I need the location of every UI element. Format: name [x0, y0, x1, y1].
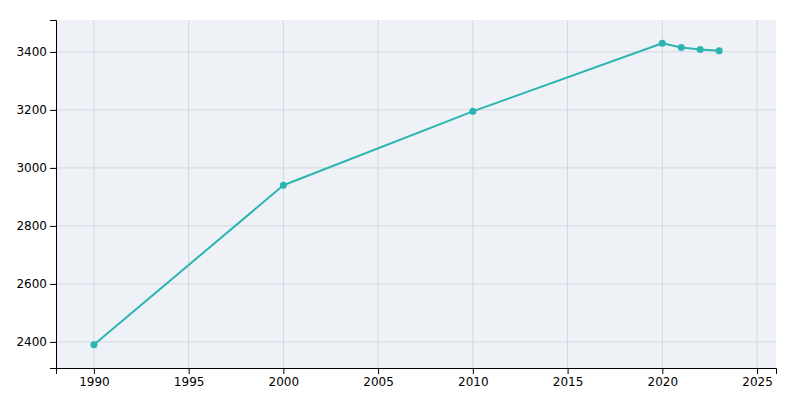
- point: [280, 182, 287, 189]
- x-tick: 2015: [553, 368, 584, 389]
- x-tick-label: 2005: [363, 375, 394, 389]
- point: [659, 40, 666, 47]
- x-tick: 2025: [742, 368, 773, 389]
- y-axis-line: [50, 21, 57, 369]
- y-tick-mark: [50, 284, 56, 285]
- x-tick-mark: [662, 368, 663, 374]
- x-tick: 2000: [269, 368, 300, 389]
- x-tick-mark: [757, 368, 758, 374]
- x-tick: 2010: [458, 368, 489, 389]
- x-tick-label: 2010: [458, 375, 489, 389]
- y-tick-mark: [50, 168, 56, 169]
- y-tick-label: 2600: [16, 277, 47, 291]
- marks: [90, 40, 722, 349]
- plot: 1990 1995 2000 2005 2010 2015 2020 2025 2400 2600…: [16, 20, 776, 389]
- x-tick-label: 1995: [174, 375, 205, 389]
- y-tick-label: 2800: [16, 219, 47, 233]
- grid-line-x: [472, 20, 473, 368]
- y-axis: 2400 2600 2800 3000 3200 3400: [16, 21, 56, 369]
- x-tick-mark: [94, 368, 95, 374]
- y-tick: 3400: [16, 45, 56, 59]
- x-tick-mark: [473, 368, 474, 374]
- y-tick: 2600: [16, 277, 56, 291]
- y-tick-mark: [50, 226, 56, 227]
- x-tick-mark: [283, 368, 284, 374]
- x-tick-label: 2025: [742, 375, 773, 389]
- point: [90, 341, 97, 348]
- x-tick-label: 2015: [553, 375, 584, 389]
- x-tick: 1990: [79, 368, 110, 389]
- y-tick-mark: [50, 110, 56, 111]
- line: [94, 43, 719, 345]
- grid-line-x: [283, 20, 284, 368]
- grid-line-x: [188, 20, 189, 368]
- grid-line-x: [662, 20, 663, 368]
- point: [716, 47, 723, 54]
- grid-line-y: [56, 51, 776, 52]
- point: [697, 46, 704, 53]
- y-tick-mark: [50, 52, 56, 53]
- x-axis: 1990 1995 2000 2005 2010 2015 2020 2025: [57, 368, 777, 389]
- y-tick: 2400: [16, 335, 56, 349]
- grid-line-y: [56, 167, 776, 168]
- y-tick: 3000: [16, 161, 56, 175]
- x-tick-label: 2000: [269, 375, 300, 389]
- grid-line-y: [56, 225, 776, 226]
- grid-line-y: [56, 341, 776, 342]
- grid-line-y: [56, 283, 776, 284]
- x-tick-mark: [189, 368, 190, 374]
- x-tick-label: 2020: [648, 375, 679, 389]
- x-tick-mark: [568, 368, 569, 374]
- x-tick-mark: [378, 368, 379, 374]
- y-tick-mark: [50, 342, 56, 343]
- x-tick: 1995: [174, 368, 205, 389]
- chart-container: 1990 1995 2000 2005 2010 2015 2020 2025 2400 2600…: [0, 0, 800, 400]
- y-tick-label: 3000: [16, 161, 47, 175]
- grid-line-x: [378, 20, 379, 368]
- y-tick: 3200: [16, 103, 56, 117]
- plot-background: [56, 20, 776, 368]
- grid: [56, 20, 776, 368]
- grid-line-y: [56, 109, 776, 110]
- grid-line-x: [93, 20, 94, 368]
- y-tick: 2800: [16, 219, 56, 233]
- x-tick: 2005: [363, 368, 394, 389]
- x-tick-label: 1990: [79, 375, 110, 389]
- chart-svg: 1990 1995 2000 2005 2010 2015 2020 2025 2400 2600…: [0, 0, 800, 400]
- point: [469, 108, 476, 115]
- x-axis-line: [57, 369, 777, 375]
- x-tick: 2020: [648, 368, 679, 389]
- point: [678, 44, 685, 51]
- y-tick-label: 3200: [16, 103, 47, 117]
- grid-line-x: [757, 20, 758, 368]
- y-tick-label: 3400: [16, 45, 47, 59]
- grid-line-x: [567, 20, 568, 368]
- y-tick-label: 2400: [16, 335, 47, 349]
